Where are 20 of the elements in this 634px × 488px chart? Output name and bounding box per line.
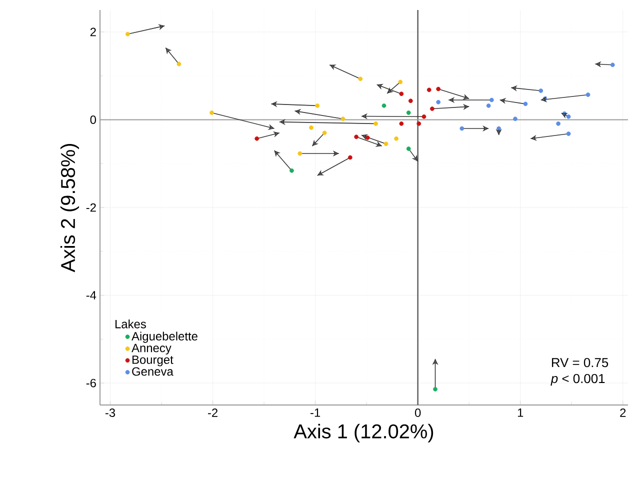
x-tick-label: 1 <box>518 408 524 417</box>
y-tick-label: -2 <box>86 203 96 212</box>
annotation: RV = 0.75 <box>552 358 608 368</box>
x-axis-title: Axis 1 (12.02%) <box>294 424 434 442</box>
x-tick-label: -1 <box>310 408 320 417</box>
annotation: p < 0.001 <box>550 374 605 386</box>
legend-title: Lakes <box>115 320 146 328</box>
x-tick-label: 2 <box>620 408 626 417</box>
legend-label: Aiguebelette <box>132 332 198 343</box>
y-tick-label: -4 <box>86 291 96 300</box>
legend-label: Geneva <box>132 367 174 376</box>
x-tick-label: -2 <box>208 408 218 417</box>
y-axis-title: Axis 2 (9.58%) <box>60 144 80 272</box>
y-tick-label: -6 <box>86 378 96 388</box>
x-tick-label: 0 <box>414 408 421 417</box>
x-tick-label: -3 <box>105 408 116 417</box>
y-tick-label: 0 <box>90 116 96 124</box>
legend-label: Bourget <box>132 356 174 366</box>
legend-label: Annecy <box>132 344 172 355</box>
y-tick-label: 2 <box>90 28 96 36</box>
